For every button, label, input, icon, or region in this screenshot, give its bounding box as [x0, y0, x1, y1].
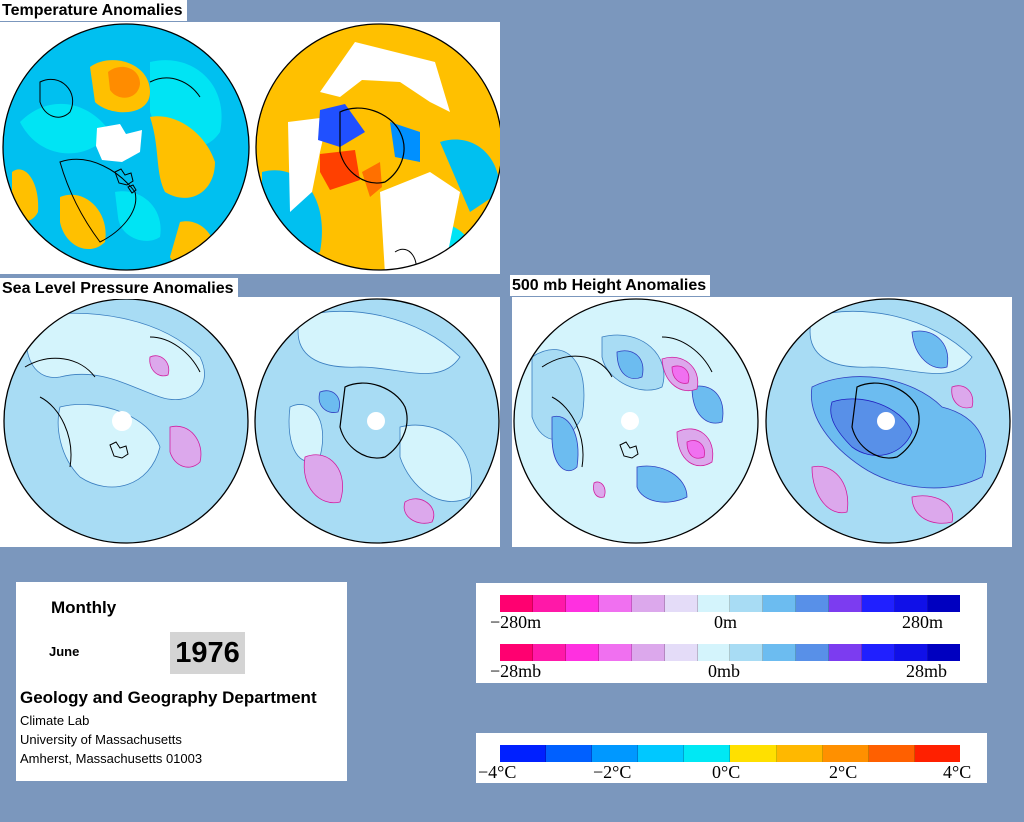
frequency-label: Monthly — [51, 598, 117, 617]
temp-label-minus2: −2°C — [593, 762, 632, 782]
pressure-min-label: −28mb — [490, 661, 542, 681]
info-line-2: University of Massachusetts — [20, 732, 182, 747]
year-box: 1976 — [170, 632, 245, 674]
temperature-maps — [2, 23, 500, 271]
color-swatch — [763, 644, 797, 661]
northern-hemisphere-height-map — [514, 299, 758, 543]
color-swatch — [697, 644, 731, 661]
color-swatch — [500, 745, 547, 762]
height-max-label: 280m — [902, 612, 944, 632]
color-swatch — [829, 644, 863, 661]
color-swatch — [532, 595, 566, 612]
southern-hemisphere-temperature-map — [256, 24, 500, 270]
color-swatch — [796, 644, 830, 661]
northern-map-outline — [2, 23, 250, 271]
height-maps — [513, 298, 1011, 544]
slp-title: Sea Level Pressure Anomalies — [0, 278, 238, 299]
color-swatch — [631, 595, 665, 612]
color-swatch — [598, 644, 632, 661]
temperature-panel — [0, 22, 500, 274]
color-swatch — [592, 745, 639, 762]
pressure-max-label: 28mb — [906, 661, 948, 681]
slp-maps — [3, 298, 500, 544]
color-swatch — [598, 595, 632, 612]
color-swatch — [927, 595, 960, 612]
color-swatch — [500, 644, 533, 661]
color-swatch — [895, 595, 928, 612]
color-swatch — [868, 745, 915, 762]
color-swatch — [565, 595, 599, 612]
temp-label-4: 4°C — [943, 762, 972, 782]
pressure-zero-label: 0mb — [708, 661, 741, 681]
northern-hemisphere-pressure-map — [4, 299, 248, 543]
color-swatch — [730, 595, 764, 612]
southern-map-outline — [255, 23, 500, 271]
color-swatch — [796, 595, 830, 612]
anomaly-legend: −280m 0m 280m −28mb 0mb 28mb — [476, 583, 987, 683]
color-swatch — [546, 745, 593, 762]
color-swatch — [927, 644, 960, 661]
color-swatch — [763, 595, 797, 612]
temperature-legend: −4°C −2°C 0°C 2°C 4°C — [476, 733, 987, 783]
pressure-color-bar — [500, 644, 960, 661]
color-swatch — [822, 745, 869, 762]
color-swatch — [914, 745, 960, 762]
height-color-bar — [500, 595, 960, 612]
height-min-label: −280m — [490, 612, 542, 632]
height-south-outline — [765, 298, 1011, 544]
southern-hemisphere-pressure-map — [255, 299, 499, 543]
temperature-title: Temperature Anomalies — [0, 0, 187, 21]
southern-hemisphere-height-map — [766, 299, 1010, 543]
color-swatch — [565, 644, 599, 661]
color-swatch — [730, 745, 777, 762]
slp-north-outline — [3, 298, 249, 544]
info-line-3: Amherst, Massachusetts 01003 — [20, 751, 203, 766]
color-swatch — [697, 595, 731, 612]
color-swatch — [776, 745, 823, 762]
color-swatch — [895, 644, 928, 661]
height-panel — [512, 297, 1012, 547]
color-swatch — [862, 595, 896, 612]
color-swatch — [829, 595, 863, 612]
color-swatch — [631, 644, 665, 661]
temperature-color-bar — [500, 745, 960, 762]
color-swatch — [730, 644, 764, 661]
slp-panel — [0, 297, 500, 547]
temp-label-minus4: −4°C — [478, 762, 517, 782]
color-swatch — [684, 745, 731, 762]
color-swatch — [664, 595, 698, 612]
info-box: Monthly June 1976 Geology and Geography … — [16, 582, 347, 781]
info-line-1: Climate Lab — [20, 713, 90, 728]
color-swatch — [532, 644, 566, 661]
color-swatch — [638, 745, 685, 762]
temp-label-0: 0°C — [712, 762, 741, 782]
temp-label-2: 2°C — [829, 762, 858, 782]
color-swatch — [664, 644, 698, 661]
department-name: Geology and Geography Department — [20, 688, 317, 707]
month-label: June — [49, 644, 80, 659]
color-swatch — [500, 595, 533, 612]
slp-south-outline — [254, 298, 500, 544]
height-zero-label: 0m — [714, 612, 738, 632]
height-title: 500 mb Height Anomalies — [510, 275, 711, 296]
height-north-outline — [513, 298, 759, 544]
color-swatch — [862, 644, 896, 661]
